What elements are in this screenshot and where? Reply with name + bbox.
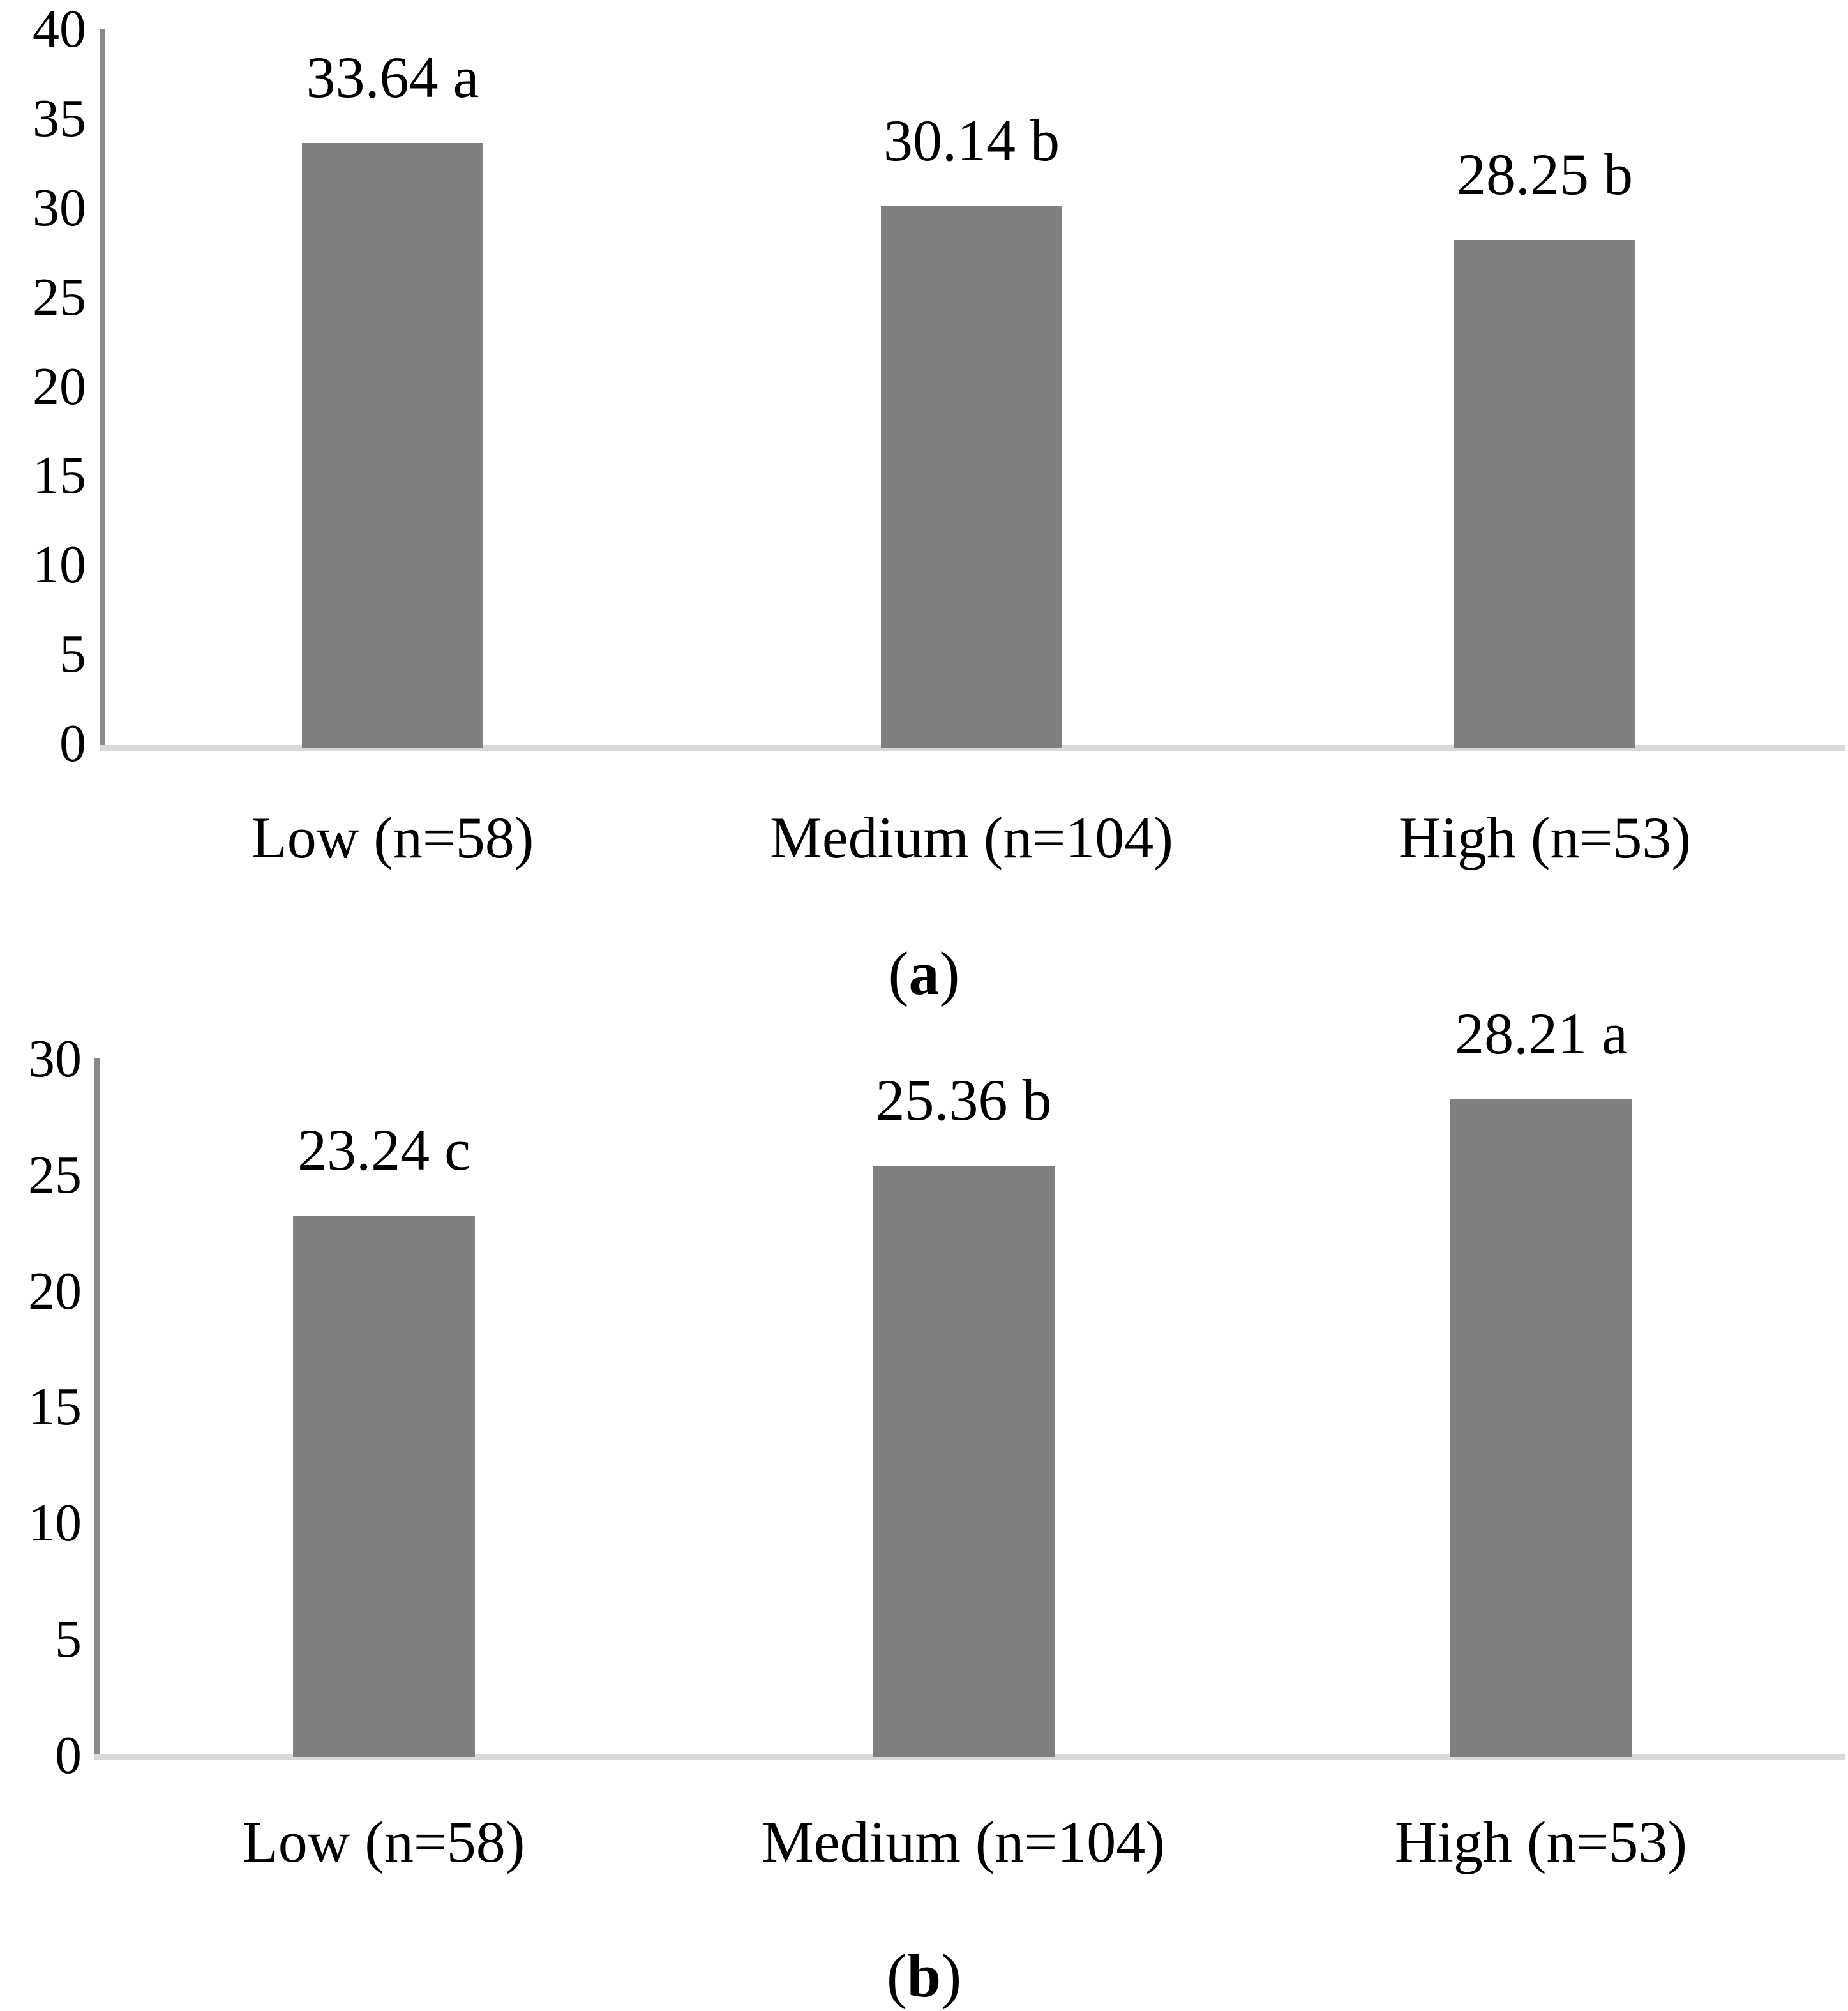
y-tick: 30 xyxy=(33,177,86,237)
bar-low xyxy=(302,143,483,748)
bar-medium xyxy=(873,1166,1055,1757)
y-tick: 25 xyxy=(33,267,86,327)
category-label: Low (n=58) xyxy=(251,805,534,870)
bar-medium xyxy=(881,206,1062,748)
y-axis-tick-labels: 40 35 30 25 20 15 10 5 0 xyxy=(0,0,86,776)
category-label: High (n=53) xyxy=(1398,805,1692,870)
bar-value-label: 33.64 a xyxy=(306,45,479,110)
category-label: Medium (n=104) xyxy=(770,805,1173,870)
bar-value-label: 28.25 b xyxy=(1457,142,1633,207)
y-tick: 20 xyxy=(33,356,86,416)
y-tick: 5 xyxy=(59,624,86,684)
y-tick: 10 xyxy=(33,535,86,595)
bar-value-label: 23.24 c xyxy=(297,1117,470,1182)
y-tick: 15 xyxy=(33,446,86,506)
y-tick: 35 xyxy=(33,88,86,148)
bar-value-label: 25.36 b xyxy=(875,1067,1052,1133)
y-axis-line xyxy=(100,29,105,748)
bar-high xyxy=(1450,1099,1632,1757)
bar-high xyxy=(1454,240,1635,748)
bar-low xyxy=(293,1216,475,1757)
y-axis-line xyxy=(94,1058,100,1760)
y-axis-tick-labels: 30 25 20 15 10 5 0 xyxy=(0,1027,82,1788)
y-tick: 20 xyxy=(28,1261,82,1321)
y-tick: 30 xyxy=(28,1029,82,1088)
y-tick: 25 xyxy=(28,1145,82,1205)
panel-caption-b: (b) xyxy=(886,1941,962,2010)
category-label: Low (n=58) xyxy=(242,1809,525,1874)
y-tick: 0 xyxy=(59,714,86,773)
y-tick: 40 xyxy=(33,0,86,59)
panel-caption-a: (a) xyxy=(888,939,960,1007)
bar-value-label: 30.14 b xyxy=(883,108,1060,173)
x-axis-line xyxy=(94,1754,1845,1760)
y-tick: 15 xyxy=(28,1377,82,1437)
category-label: High (n=53) xyxy=(1394,1809,1688,1874)
y-tick: 10 xyxy=(28,1493,82,1553)
y-tick: 0 xyxy=(55,1725,82,1785)
x-axis-line xyxy=(100,745,1845,751)
category-label: Medium (n=104) xyxy=(762,1809,1165,1874)
bar-value-label: 28.21 a xyxy=(1455,1001,1628,1066)
y-tick: 5 xyxy=(55,1609,82,1669)
